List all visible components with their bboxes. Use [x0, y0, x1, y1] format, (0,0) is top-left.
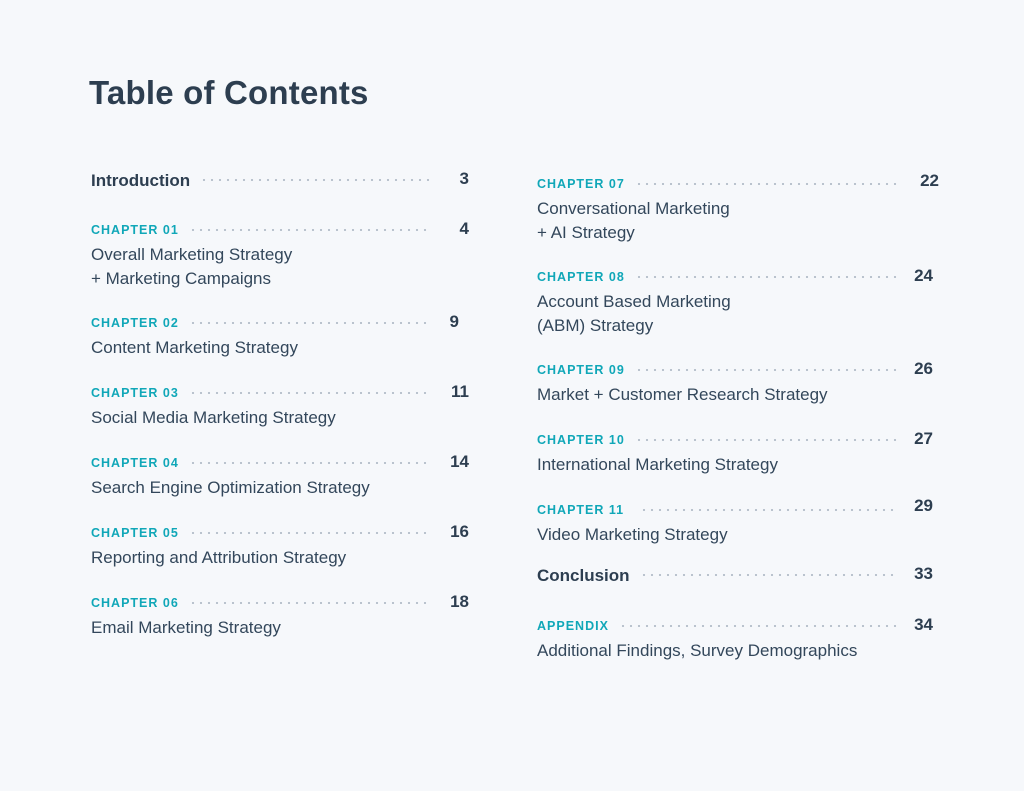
toc-chapter-label: CHAPTER 03 [91, 386, 179, 400]
toc-page-number: 27 [914, 429, 933, 448]
toc-chapter-title: Search Engine Optimization Strategy [91, 478, 370, 497]
dot-leader [188, 462, 431, 464]
dot-leader [200, 179, 431, 181]
dot-leader [639, 574, 897, 576]
toc-entry-chapter-08[interactable]: CHAPTER 08 24 Account Based Marketing (A… [537, 266, 939, 337]
toc-chapter-title: Reporting and Attribution Strategy [91, 548, 347, 567]
toc-page-number: 4 [459, 219, 469, 238]
toc-page-number: 16 [450, 522, 469, 541]
toc-chapter-title: Conversational Marketing + AI Strategy [537, 199, 730, 242]
dot-leader [188, 392, 431, 394]
page-title: Table of Contents [89, 74, 369, 111]
toc-chapter-label: CHAPTER 06 [91, 596, 179, 610]
toc-chapter-label: CHAPTER 01 [91, 223, 179, 237]
toc-entry-chapter-10[interactable]: CHAPTER 10 27 International Marketing St… [537, 429, 939, 477]
dot-leader [188, 229, 431, 231]
toc-chapter-title: International Marketing Strategy [537, 455, 778, 474]
dot-leader [634, 183, 897, 185]
dot-leader [618, 625, 897, 627]
dot-leader [634, 276, 897, 278]
toc-chapter-title: Email Marketing Strategy [91, 618, 281, 637]
toc-entry-label: Introduction [91, 171, 191, 190]
toc-chapter-title: Social Media Marketing Strategy [91, 408, 336, 427]
toc-chapter-label: APPENDIX [537, 619, 609, 633]
toc-entry-chapter-06[interactable]: CHAPTER 06 18 Email Marketing Strategy [91, 592, 469, 640]
toc-entry-appendix[interactable]: APPENDIX 34 Additional Findings, Survey … [537, 615, 939, 663]
dot-leader [188, 602, 431, 604]
toc-page-number: 26 [914, 359, 933, 378]
toc-page-number: 29 [914, 496, 933, 515]
toc-chapter-title: Market + Customer Research Strategy [537, 385, 828, 404]
dot-leader [634, 439, 897, 441]
toc-entry-label: Conclusion [537, 566, 630, 585]
toc-chapter-title: Overall Marketing Strategy + Marketing C… [91, 245, 293, 288]
dot-leader [188, 532, 431, 534]
toc-entry-chapter-02[interactable]: CHAPTER 02 9 Content Marketing Strategy [91, 312, 469, 360]
toc-page-number: 24 [914, 266, 933, 285]
toc-chapter-label: CHAPTER 04 [91, 456, 179, 470]
toc-entry-chapter-04[interactable]: CHAPTER 04 14 Search Engine Optimization… [91, 452, 469, 500]
toc-chapter-title: Video Marketing Strategy [537, 525, 728, 544]
toc-chapter-label: CHAPTER 11 [537, 503, 625, 517]
toc-page-number: 3 [459, 169, 469, 188]
toc-entry-chapter-11[interactable]: CHAPTER 11 29 Video Marketing Strategy [537, 496, 939, 547]
toc-entry-chapter-03[interactable]: CHAPTER 03 11 Social Media Marketing Str… [91, 382, 469, 430]
toc-page-number: 22 [920, 171, 939, 190]
toc-page-number: 34 [914, 615, 933, 634]
toc-chapter-title: Account Based Marketing (ABM) Strategy [537, 292, 731, 335]
toc-chapter-title: Content Marketing Strategy [91, 338, 298, 357]
toc-page-number: 9 [449, 312, 459, 331]
dot-leader [188, 322, 431, 324]
toc-entry-chapter-01[interactable]: CHAPTER 01 4 Overall Marketing Strategy … [91, 219, 469, 290]
toc-entry-chapter-09[interactable]: CHAPTER 09 26 Market + Customer Research… [537, 359, 939, 407]
dot-leader [634, 369, 897, 371]
toc-page-number: 11 [451, 382, 469, 401]
toc-chapter-label: CHAPTER 10 [537, 433, 625, 447]
dot-leader [640, 509, 897, 511]
toc-entry-chapter-07[interactable]: CHAPTER 07 22 Conversational Marketing +… [537, 171, 939, 244]
toc-chapter-label: CHAPTER 07 [537, 177, 625, 191]
toc-entry-introduction[interactable]: Introduction 3 [91, 169, 469, 193]
toc-chapter-label: CHAPTER 02 [91, 316, 179, 330]
toc-chapter-label: CHAPTER 05 [91, 526, 179, 540]
toc-entry-chapter-05[interactable]: CHAPTER 05 16 Reporting and Attribution … [91, 522, 469, 570]
toc-page-number: 14 [450, 452, 469, 471]
toc-chapter-label: CHAPTER 09 [537, 363, 625, 377]
toc-chapter-label: CHAPTER 08 [537, 270, 625, 284]
toc-page-number: 33 [914, 564, 933, 583]
toc-entry-conclusion[interactable]: Conclusion 33 [537, 564, 939, 588]
toc-page-number: 18 [450, 592, 469, 611]
toc-chapter-title: Additional Findings, Survey Demographics [537, 641, 858, 660]
